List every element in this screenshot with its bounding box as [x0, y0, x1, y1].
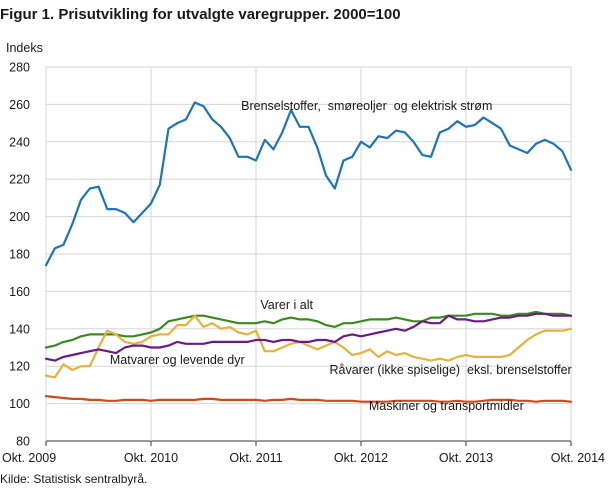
y-tick-label: 200 — [9, 210, 30, 224]
y-tick-label: 80 — [16, 435, 30, 449]
series-label-4: Maskiner og transportmidler — [369, 399, 524, 413]
y-tick-label: 240 — [9, 135, 30, 149]
y-tick-label: 140 — [9, 322, 30, 336]
series-line-0 — [44, 101, 573, 267]
y-axis-label: Indeks — [6, 41, 43, 55]
y-tick-label: 220 — [9, 173, 30, 187]
series-line-3 — [44, 312, 573, 362]
gridlines — [45, 66, 572, 442]
series-label-2: Matvarer og levende dyr — [110, 353, 245, 367]
series-label-3: Råvarer (ikke spiselige) eksl. brenselst… — [330, 363, 572, 377]
y-tick-label: 100 — [9, 397, 30, 411]
x-tick-label: Okt. 2013 — [439, 451, 493, 465]
y-axis-ticks: 80 100 120 140 160 180 200 220 240 260 280 — [9, 61, 30, 449]
y-tick-label: 180 — [9, 248, 30, 262]
y-tick-label: 160 — [9, 285, 30, 299]
x-tick-label: Okt. 2011 — [229, 451, 282, 465]
y-tick-label: 260 — [9, 98, 30, 112]
source-note: Kilde: Statistisk sentralbyrå. — [0, 472, 148, 486]
series-lines — [44, 101, 573, 403]
y-tick-label: 120 — [9, 360, 30, 374]
series-line-2 — [44, 314, 573, 379]
series-label-1: Varer i alt — [260, 298, 313, 312]
x-tick-label: Okt. 2012 — [334, 451, 388, 465]
y-tick-label: 280 — [9, 61, 30, 75]
series-line-1 — [44, 310, 573, 349]
series-line-4 — [44, 395, 573, 403]
x-tick-label: Okt. 2014 — [551, 451, 605, 465]
series-labels: Brenselstoffer, smøreoljer og elektrisk … — [110, 99, 572, 413]
x-tick-label: Okt. 2010 — [124, 451, 178, 465]
figure-title: Figur 1. Prisutvikling for utvalgte vare… — [0, 6, 401, 23]
x-tick-label: Okt. 2009 — [2, 451, 56, 465]
series-label-0: Brenselstoffer, smøreoljer og elektrisk … — [241, 99, 492, 113]
x-axis-ticks: Okt. 2009 Okt. 2010 Okt. 2011 Okt. 2012 Okt.… — [2, 441, 605, 465]
